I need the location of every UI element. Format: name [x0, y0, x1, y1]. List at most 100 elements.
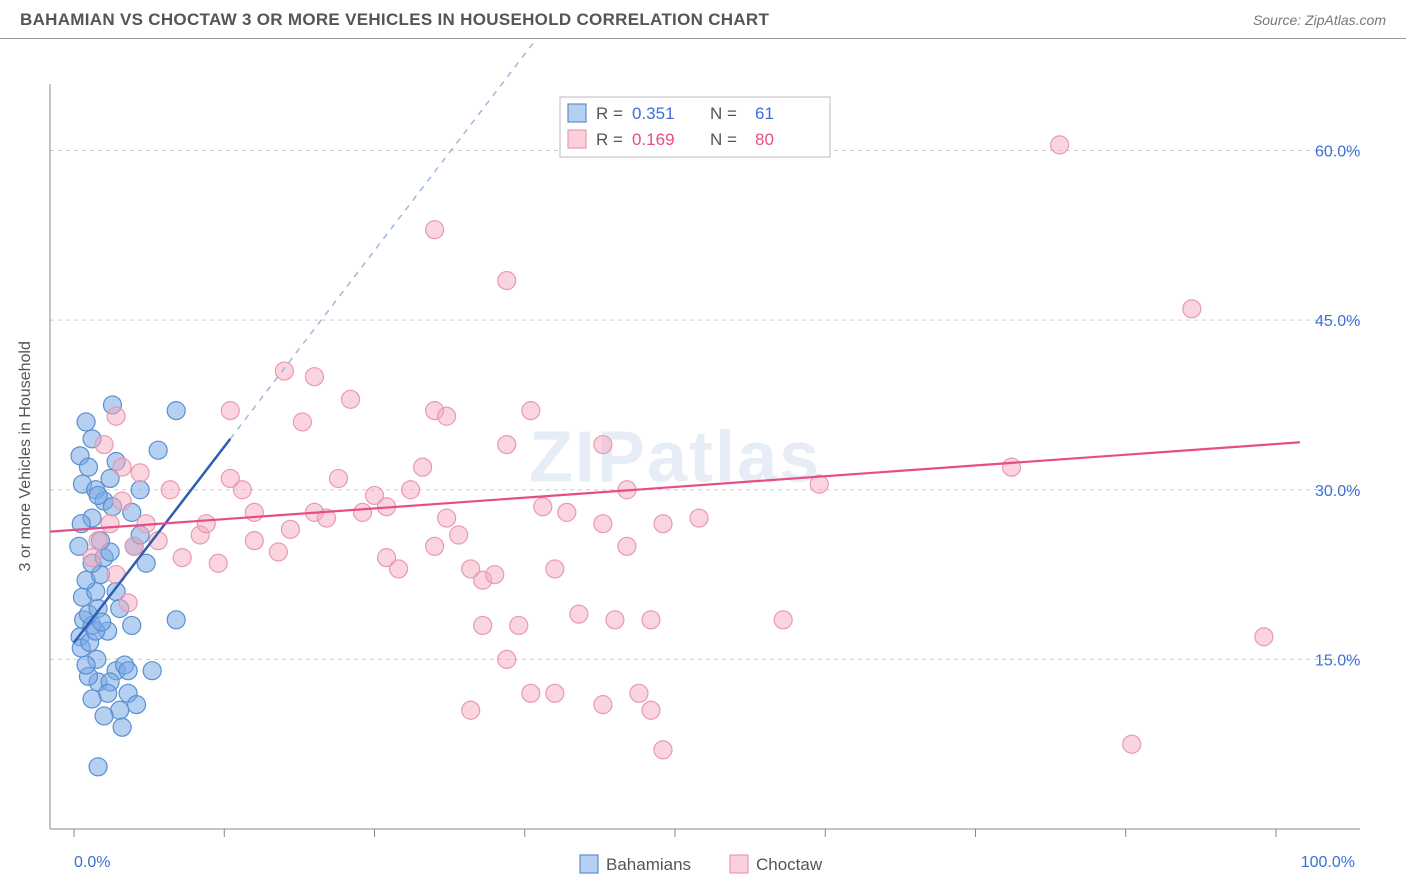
data-point	[462, 701, 480, 719]
data-point	[522, 402, 540, 420]
data-point	[498, 650, 516, 668]
data-point	[131, 481, 149, 499]
data-point	[107, 407, 125, 425]
data-point	[390, 560, 408, 578]
data-point	[450, 526, 468, 544]
data-point	[606, 611, 624, 629]
data-point	[534, 498, 552, 516]
legend-n-value: 80	[755, 130, 774, 149]
y-tick-label: 60.0%	[1315, 144, 1360, 161]
data-point	[221, 469, 239, 487]
data-point	[354, 503, 372, 521]
data-point	[414, 458, 432, 476]
data-point	[131, 464, 149, 482]
data-point	[245, 532, 263, 550]
header-bar: BAHAMIAN VS CHOCTAW 3 OR MORE VEHICLES I…	[0, 0, 1406, 39]
data-point	[546, 684, 564, 702]
data-point	[486, 566, 504, 584]
legend-r-label: R =	[596, 104, 623, 123]
y-axis-title: 3 or more Vehicles in Household	[17, 341, 34, 571]
data-point	[570, 605, 588, 623]
data-point	[341, 390, 359, 408]
data-point	[618, 537, 636, 555]
data-point	[173, 549, 191, 567]
data-point	[197, 515, 215, 533]
data-point	[558, 503, 576, 521]
y-tick-label: 15.0%	[1315, 652, 1360, 669]
legend-r-value: 0.351	[632, 104, 675, 123]
data-point	[402, 481, 420, 499]
data-point	[305, 368, 323, 386]
legend-r-value: 0.169	[632, 130, 675, 149]
data-point	[128, 696, 146, 714]
scatter-chart: 15.0% 30.0% 45.0% 60.0% ZIPatlas 0.0% 100.0% 3 …	[0, 39, 1406, 889]
data-point	[642, 701, 660, 719]
data-point	[83, 690, 101, 708]
data-point	[774, 611, 792, 629]
data-point	[269, 543, 287, 561]
data-point	[209, 554, 227, 572]
data-point	[438, 509, 456, 527]
legend-r-label: R =	[596, 130, 623, 149]
data-point	[498, 436, 516, 454]
data-point	[95, 707, 113, 725]
data-point	[654, 741, 672, 759]
data-point	[426, 537, 444, 555]
data-point	[245, 503, 263, 521]
legend-swatch	[580, 855, 598, 873]
data-point	[77, 656, 95, 674]
data-point	[83, 549, 101, 567]
data-point	[149, 441, 167, 459]
data-point	[474, 616, 492, 634]
data-point	[79, 458, 97, 476]
data-point	[281, 520, 299, 538]
data-point	[221, 402, 239, 420]
data-point	[426, 221, 444, 239]
data-point	[161, 481, 179, 499]
data-point	[125, 537, 143, 555]
data-point	[1183, 300, 1201, 318]
legend-swatch	[568, 130, 586, 148]
chart-title: BAHAMIAN VS CHOCTAW 3 OR MORE VEHICLES I…	[20, 10, 769, 30]
data-point	[630, 684, 648, 702]
data-point	[119, 662, 137, 680]
legend-series-label: Choctaw	[756, 855, 823, 874]
data-point	[119, 594, 137, 612]
data-point	[1123, 735, 1141, 753]
data-point	[642, 611, 660, 629]
y-tick-label: 45.0%	[1315, 313, 1360, 330]
data-point	[690, 509, 708, 527]
x-label-max: 100.0%	[1301, 854, 1355, 871]
data-point	[594, 696, 612, 714]
data-point	[123, 616, 141, 634]
legend-n-value: 61	[755, 104, 774, 123]
data-point	[95, 436, 113, 454]
data-point	[293, 413, 311, 431]
data-point	[498, 272, 516, 290]
data-point	[594, 515, 612, 533]
data-point	[101, 515, 119, 533]
legend-n-label: N =	[710, 130, 737, 149]
source-label: Source: ZipAtlas.com	[1253, 12, 1386, 28]
data-point	[167, 402, 185, 420]
data-point	[546, 560, 564, 578]
legend-swatch	[568, 104, 586, 122]
data-point	[113, 718, 131, 736]
y-tick-label: 30.0%	[1315, 483, 1360, 500]
data-point	[329, 469, 347, 487]
data-point	[1051, 136, 1069, 154]
data-point	[113, 458, 131, 476]
data-point	[510, 616, 528, 634]
data-point	[167, 611, 185, 629]
watermark: ZIPatlas	[529, 418, 821, 498]
data-point	[89, 758, 107, 776]
x-label-min: 0.0%	[74, 854, 110, 871]
data-point	[438, 407, 456, 425]
data-point	[1255, 628, 1273, 646]
data-point	[1003, 458, 1021, 476]
data-point	[113, 492, 131, 510]
legend-n-label: N =	[710, 104, 737, 123]
chart-area: 15.0% 30.0% 45.0% 60.0% ZIPatlas 0.0% 100.0% 3 …	[0, 39, 1406, 889]
data-point	[77, 413, 95, 431]
data-point	[522, 684, 540, 702]
